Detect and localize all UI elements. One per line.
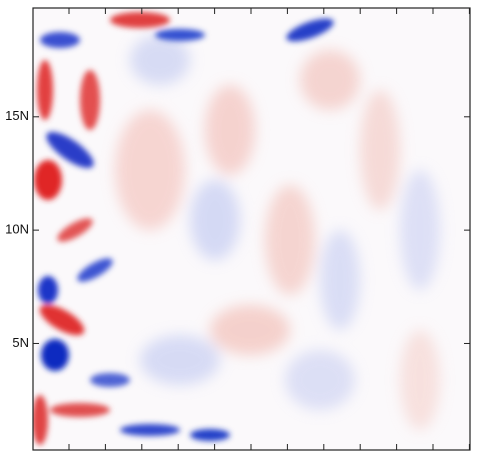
- y-tick-label: 10N: [5, 222, 29, 237]
- x-ticks: [68, 8, 470, 450]
- y-tick-label: 5N: [12, 335, 29, 350]
- y-tick-label: 15N: [5, 108, 29, 123]
- field: [33, 8, 470, 450]
